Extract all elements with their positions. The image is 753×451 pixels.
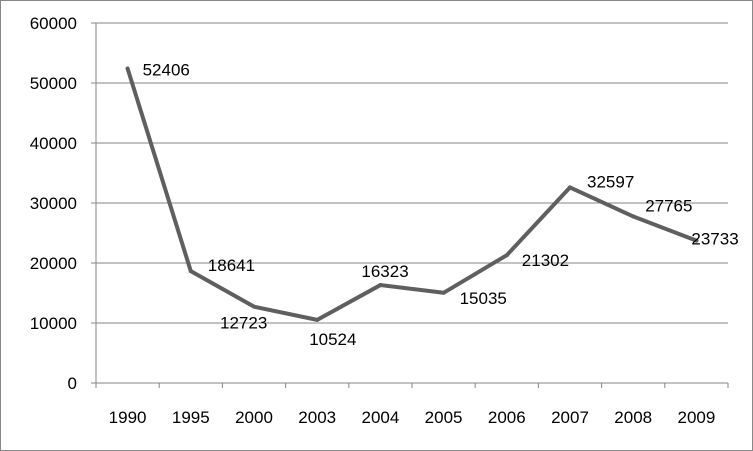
y-tick-label: 10000 xyxy=(30,314,77,333)
data-point xyxy=(568,185,572,190)
x-tick-label: 2007 xyxy=(551,408,589,427)
x-tick-label: 2004 xyxy=(361,408,399,427)
data-label: 12723 xyxy=(220,314,267,333)
data-point xyxy=(125,66,130,71)
x-tick-label: 1995 xyxy=(172,408,210,427)
data-label: 21302 xyxy=(522,251,569,270)
series-line xyxy=(125,66,699,322)
x-tick-label: 2000 xyxy=(235,408,273,427)
data-label: 23733 xyxy=(691,230,738,249)
data-label: 27765 xyxy=(645,196,692,215)
x-tick-label: 2006 xyxy=(488,408,526,427)
x-tick-label: 2003 xyxy=(298,408,336,427)
data-point xyxy=(252,304,256,309)
y-tick-label: 50000 xyxy=(30,74,77,93)
data-label: 32597 xyxy=(587,172,634,191)
x-tick-label: 2005 xyxy=(425,408,463,427)
data-point xyxy=(378,283,383,288)
y-tick-label: 20000 xyxy=(30,254,77,273)
x-tick-label: 2008 xyxy=(614,408,652,427)
data-point xyxy=(441,290,446,295)
data-label: 10524 xyxy=(309,330,356,349)
data-point xyxy=(631,214,636,219)
y-tick-label: 40000 xyxy=(30,134,77,153)
data-label: 18641 xyxy=(208,256,255,275)
data-point xyxy=(504,253,509,258)
y-tick-label: 0 xyxy=(68,374,77,393)
data-label: 16323 xyxy=(361,262,408,281)
data-point xyxy=(188,269,193,274)
y-tick-label: 30000 xyxy=(30,194,77,213)
y-tick-label: 60000 xyxy=(30,14,77,33)
x-tick-label: 1990 xyxy=(109,408,147,427)
x-tick-label: 2009 xyxy=(677,408,715,427)
data-point xyxy=(694,238,699,243)
data-label: 52406 xyxy=(143,61,190,80)
data-label: 15035 xyxy=(460,289,507,308)
data-point xyxy=(315,317,320,322)
